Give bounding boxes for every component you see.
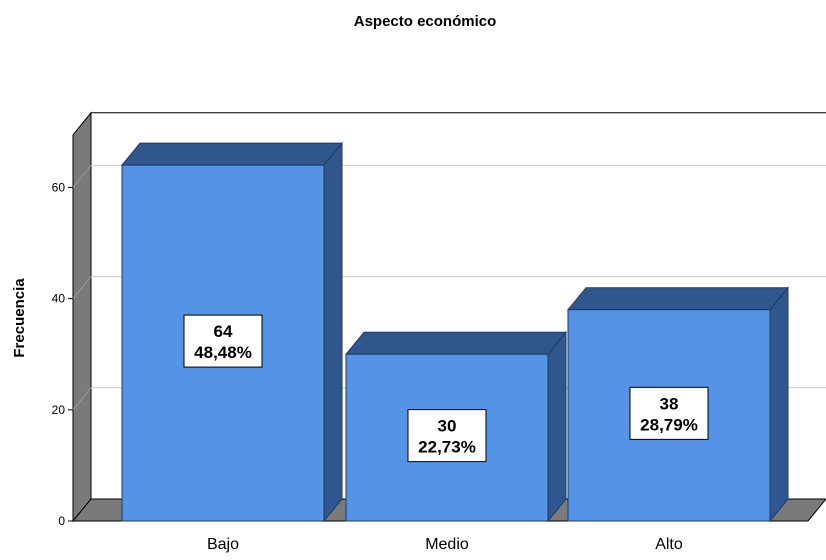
y-tick-label: 20 xyxy=(52,403,66,417)
x-tick-label: Medio xyxy=(425,536,469,553)
chart-title: Aspecto económico xyxy=(354,13,497,30)
gridline-wall xyxy=(72,276,92,299)
bar-top-alto xyxy=(566,287,790,311)
plot-area: 0 20 40 60 64 48,48% Bajo 30 22,73% Medio 38 28,79%… xyxy=(52,111,826,553)
x-tick-label: Bajo xyxy=(207,536,239,553)
bar-side-alto xyxy=(769,286,789,523)
data-label-value: 64 xyxy=(214,322,233,341)
data-label-percent: 28,79% xyxy=(640,415,698,434)
bar-top-medio xyxy=(344,331,568,355)
data-label-value: 38 xyxy=(660,394,679,413)
y-tick-label: 0 xyxy=(58,514,65,528)
bar-top-bajo xyxy=(120,142,344,166)
data-label-value: 30 xyxy=(438,417,457,436)
gridline-wall xyxy=(72,387,92,411)
data-label-box xyxy=(183,314,263,368)
x-tick-label: Alto xyxy=(655,536,683,553)
bar-side-medio xyxy=(547,330,567,523)
data-label-box xyxy=(407,409,487,463)
y-tick-label: 60 xyxy=(52,180,66,194)
y-tick-label: 40 xyxy=(52,292,66,306)
data-label-percent: 48,48% xyxy=(194,343,252,362)
data-label-box xyxy=(629,386,709,440)
left-wall xyxy=(72,111,92,523)
gridline-wall xyxy=(72,165,92,188)
y-axis-label: Frecuencia xyxy=(11,278,28,358)
bar-side-bajo xyxy=(323,141,343,523)
data-label-percent: 22,73% xyxy=(418,438,476,457)
